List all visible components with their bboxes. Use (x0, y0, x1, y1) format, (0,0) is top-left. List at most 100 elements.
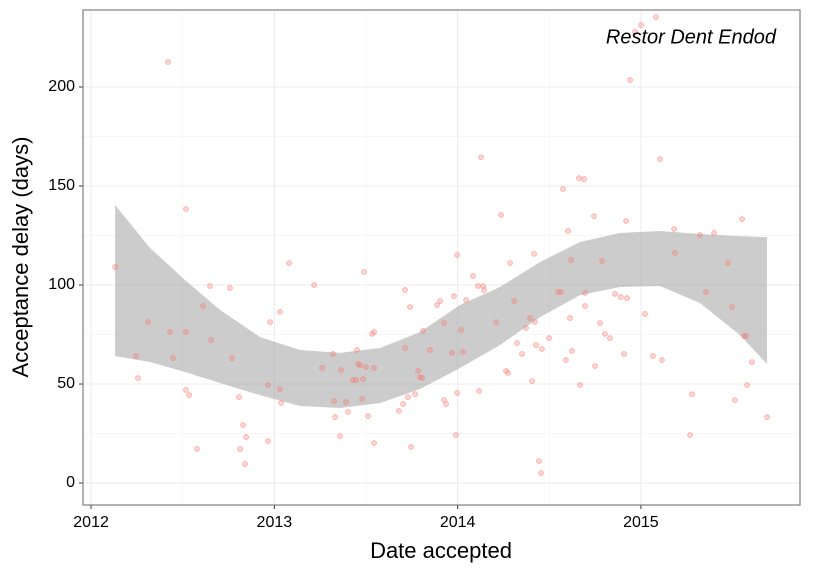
point (460, 349, 466, 355)
point (183, 206, 189, 212)
point (577, 382, 583, 388)
point (240, 422, 246, 428)
point (532, 319, 538, 325)
point (703, 289, 709, 295)
point (638, 22, 644, 28)
point (441, 320, 447, 326)
point (278, 400, 284, 406)
point (764, 414, 770, 420)
point (207, 283, 213, 289)
point (565, 228, 571, 234)
point (112, 264, 118, 270)
point (687, 432, 693, 438)
point (443, 401, 449, 407)
point (186, 392, 192, 398)
point (725, 260, 731, 266)
point (514, 340, 520, 346)
point (183, 387, 189, 393)
y-tick-label: 50 (57, 375, 75, 392)
point (602, 331, 608, 337)
point (360, 376, 366, 382)
point (396, 408, 402, 414)
point (749, 359, 755, 365)
x-tick-label: 2013 (257, 514, 293, 531)
y-tick-label: 100 (48, 276, 75, 293)
point (529, 378, 535, 384)
point (265, 438, 271, 444)
point (653, 14, 659, 20)
point (478, 154, 484, 160)
point (343, 399, 349, 405)
point (672, 250, 678, 256)
point (458, 327, 464, 333)
annotation: Restor Dent Endod (606, 26, 777, 48)
point (618, 294, 624, 300)
point (243, 434, 249, 440)
point (449, 350, 455, 356)
point (454, 390, 460, 396)
point (642, 311, 648, 317)
x-tick-label: 2015 (623, 514, 659, 531)
point (632, 29, 638, 35)
point (627, 77, 633, 83)
point (475, 283, 481, 289)
point (419, 375, 425, 381)
plot-border (82, 9, 801, 506)
point (581, 176, 587, 182)
point (345, 409, 351, 415)
point (277, 309, 283, 315)
point (402, 345, 408, 351)
point (729, 304, 735, 310)
point (624, 295, 630, 301)
point (732, 397, 738, 403)
point (527, 315, 533, 321)
point (453, 432, 459, 438)
point (576, 175, 582, 181)
point (405, 394, 411, 400)
point (481, 287, 487, 293)
point (743, 333, 749, 339)
point (408, 444, 414, 450)
point (657, 156, 663, 162)
point (371, 365, 377, 371)
y-tick-label: 200 (48, 78, 75, 95)
point (711, 230, 717, 236)
point (697, 232, 703, 238)
point (357, 362, 363, 368)
point (354, 347, 360, 353)
point (739, 216, 745, 222)
x-tick-label: 2012 (73, 514, 109, 531)
point (145, 319, 151, 325)
point (454, 252, 460, 258)
point (135, 375, 141, 381)
point (531, 251, 537, 257)
point (353, 377, 359, 383)
point (597, 320, 603, 326)
point (229, 355, 235, 361)
point (599, 258, 605, 264)
point (242, 461, 248, 467)
point (400, 401, 406, 407)
point (607, 335, 613, 341)
point (365, 413, 371, 419)
point (546, 335, 552, 341)
x-tick-label: 2014 (440, 514, 476, 531)
point (563, 357, 569, 363)
point (371, 440, 377, 446)
point (623, 218, 629, 224)
point (476, 388, 482, 394)
point (470, 273, 476, 279)
point (560, 186, 566, 192)
point (361, 269, 367, 275)
point (505, 370, 511, 376)
point (412, 391, 418, 397)
point (286, 260, 292, 266)
point (227, 285, 233, 291)
point (582, 290, 588, 296)
point (415, 368, 421, 374)
point (592, 363, 598, 369)
point (402, 287, 408, 293)
point (319, 365, 325, 371)
